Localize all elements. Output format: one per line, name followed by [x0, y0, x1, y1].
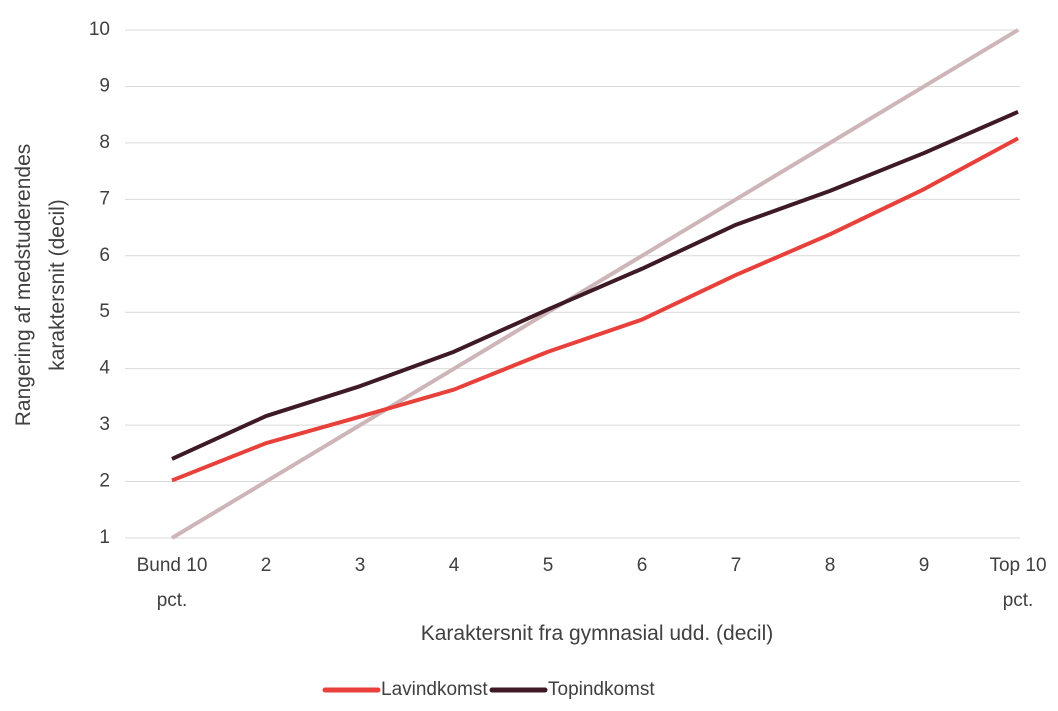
y-tick-label: 7 [99, 188, 110, 209]
y-axis-title: Rangering af medstuderendes karaktersnit … [12, 144, 69, 427]
x-tick-label: 8 [825, 555, 836, 576]
x-tick-label: Top 10 pct. [989, 555, 1046, 611]
y-tick-label: 6 [99, 245, 110, 266]
y-tick-label: 10 [89, 19, 110, 40]
series-line [170, 28, 1020, 540]
x-tick-label: 9 [919, 555, 930, 576]
x-tick-label: 5 [543, 555, 554, 576]
x-tick-label: 7 [731, 555, 742, 576]
legend-label: Lavindkomst [381, 679, 488, 700]
y-tick-label: 8 [99, 132, 110, 153]
series-line [171, 136, 1019, 483]
series-line [171, 110, 1019, 461]
x-tick-label: 2 [261, 555, 272, 576]
x-tick-label: 4 [449, 555, 460, 576]
legend-label: Topindkomst [548, 679, 655, 700]
y-tick-label: 5 [99, 301, 110, 322]
x-tick-label: Bund 10 pct. [137, 555, 208, 611]
y-tick-label: 3 [99, 414, 110, 435]
x-axis-title: Karaktersnit fra gymnasial udd. (decil) [421, 622, 773, 645]
y-tick-label: 9 [99, 75, 110, 96]
x-tick-label: 6 [637, 555, 648, 576]
y-tick-label: 4 [99, 358, 110, 379]
x-tick-label: 3 [355, 555, 366, 576]
y-tick-label: 1 [99, 527, 110, 548]
y-tick-label: 2 [99, 471, 110, 492]
